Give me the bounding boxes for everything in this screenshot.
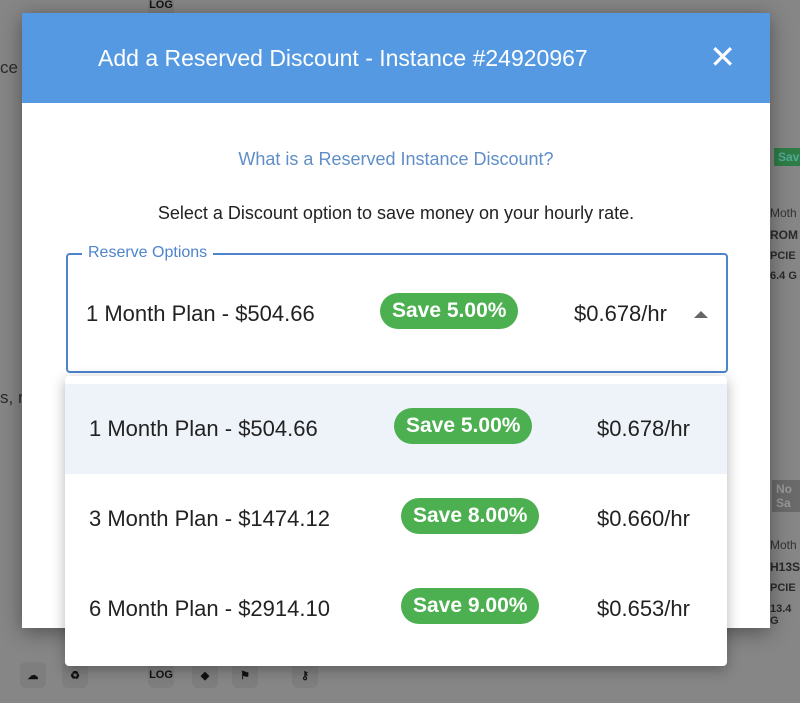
bg-text: 13.4 G (770, 603, 792, 627)
option-plan: 3 Month Plan - $1474.12 (89, 506, 330, 531)
option-plan: 1 Month Plan - $504.66 (89, 416, 318, 441)
log-icon[interactable]: LOG (148, 662, 174, 688)
option-rate: $0.678/hr (597, 416, 690, 441)
cloud-icon[interactable]: ☁ (20, 662, 46, 688)
bg-text: PCIE (770, 582, 796, 594)
select-label: Reserve Options (82, 244, 214, 262)
info-link[interactable]: What is a Reserved Instance Discount? (238, 149, 554, 169)
save-badge: Save 9.00% (401, 588, 540, 624)
bg-text: 6.4 G (770, 270, 797, 282)
selected-rate: $0.678/hr (574, 301, 667, 326)
description: Select a Discount option to save money o… (157, 203, 635, 223)
reserve-options-menu: 1 Month Plan - $504.66 Save 5.00% $0.678… (65, 376, 727, 666)
save-badge: Save 5.00% (394, 408, 533, 444)
flag-icon[interactable]: ⚑ (232, 662, 258, 688)
bg-text: Moth (770, 206, 797, 220)
save-badge: Save 5.00% (380, 293, 519, 329)
key-icon[interactable]: ⚷ (292, 662, 318, 688)
tag-icon[interactable]: ◆ (192, 662, 218, 688)
bg-text: ce (0, 58, 18, 77)
option-rate: $0.660/hr (597, 506, 690, 531)
bg-text: PCIE (770, 250, 796, 262)
option-plan: 6 Month Plan - $2914.10 (89, 596, 330, 621)
close-icon[interactable]: ✕ (709, 39, 736, 75)
bg-text: H13S (770, 560, 800, 574)
bg-text: Moth (770, 538, 797, 552)
save-badge: Save 8.00% (401, 498, 540, 534)
dialog-title: Add a Reserved Discount - Instance #2492… (98, 44, 588, 71)
bg-text: ROM (770, 228, 798, 242)
recycle-icon[interactable]: ♻ (62, 662, 88, 688)
reserve-options-select[interactable]: Reserve Options 1 Month Plan - $504.66 S… (66, 244, 728, 373)
caret-up-icon[interactable] (694, 311, 708, 318)
option-rate: $0.653/hr (597, 596, 690, 621)
option-1-month[interactable]: 1 Month Plan - $504.66 Save 5.00% $0.678… (65, 384, 727, 474)
bg-text: Sav (774, 148, 800, 166)
option-3-month[interactable]: 3 Month Plan - $1474.12 Save 8.00% $0.66… (65, 474, 727, 564)
option-6-month[interactable]: 6 Month Plan - $2914.10 Save 9.00% $0.65… (65, 564, 727, 654)
dialog-header: Add a Reserved Discount - Instance #2492… (22, 13, 770, 103)
selected-plan: 1 Month Plan - $504.66 (86, 301, 315, 326)
bg-text: No Sa (772, 480, 800, 512)
bg-text: s, r (0, 388, 24, 407)
